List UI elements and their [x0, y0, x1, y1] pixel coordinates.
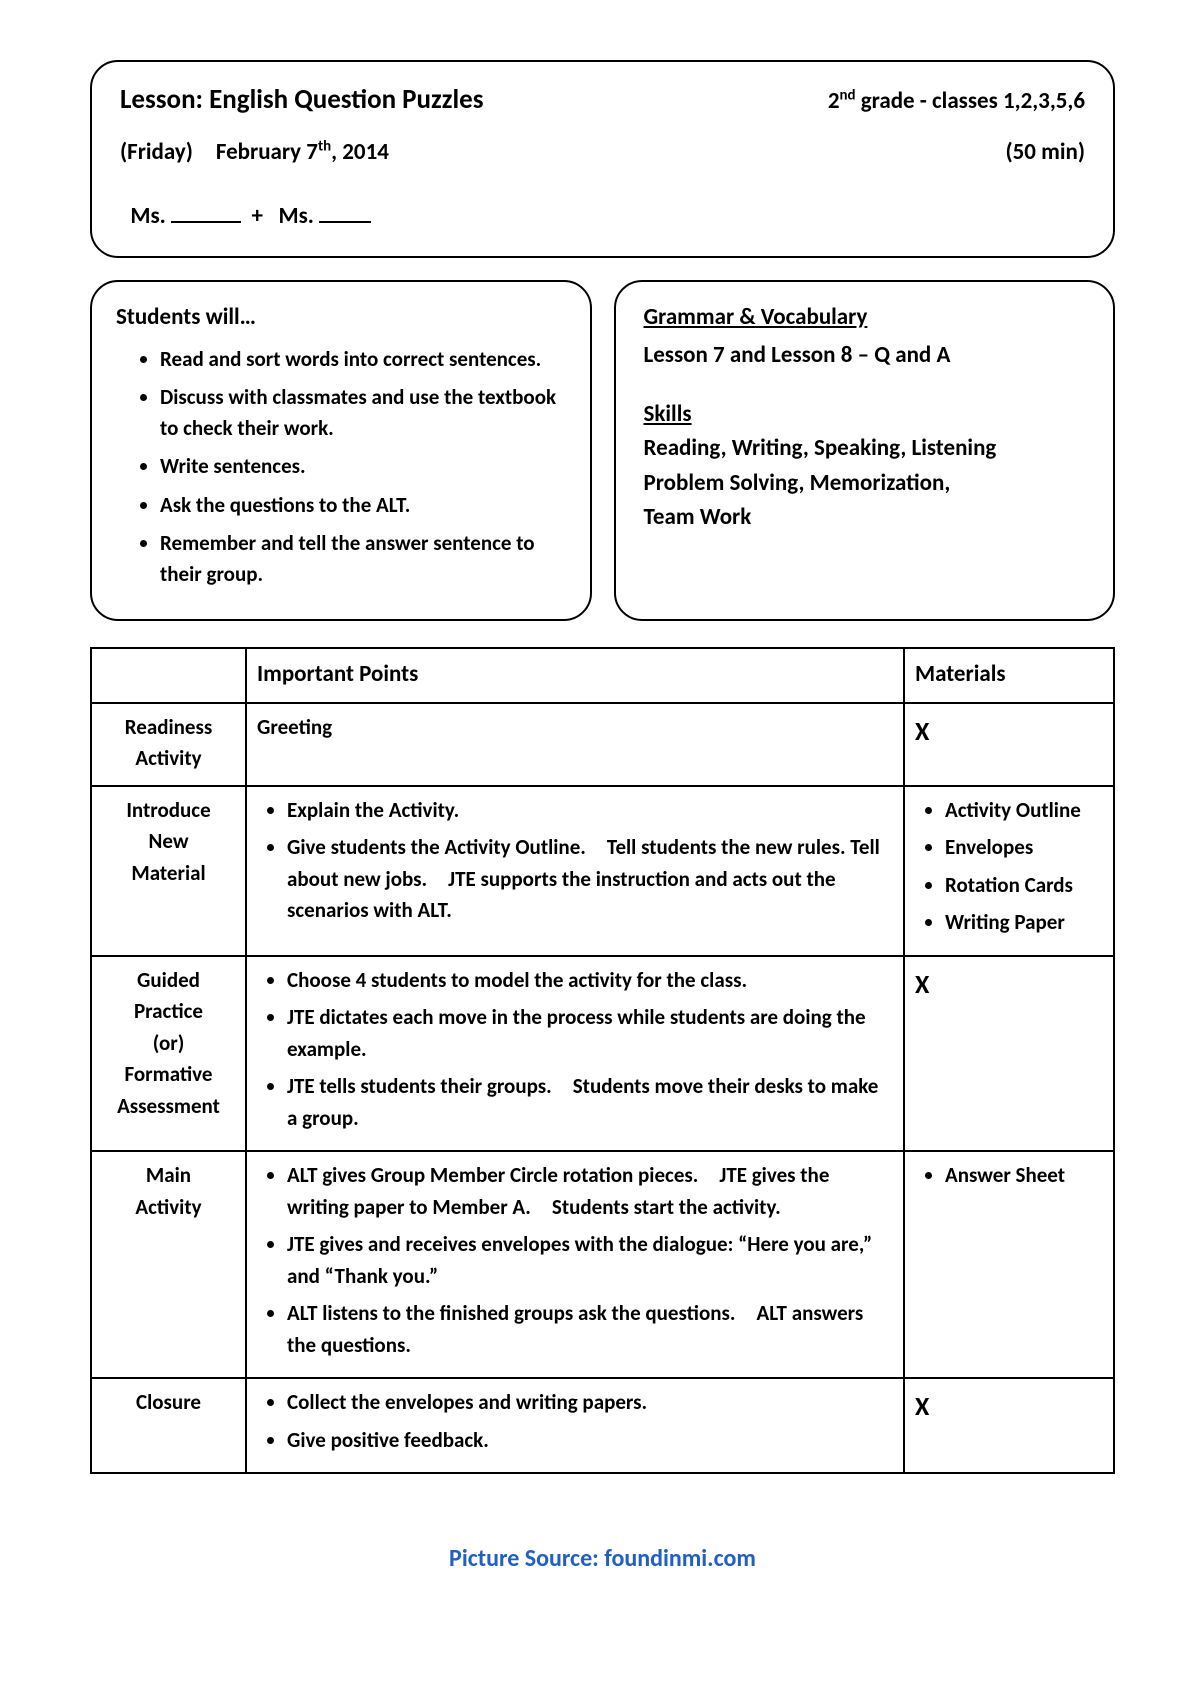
table-row: ReadinessActivityGreetingX [91, 703, 1114, 786]
list-item: Ask the questions to the ALT. [160, 490, 562, 520]
row-materials: Activity Outline Envelopes Rotation Cards W… [904, 786, 1114, 956]
list-item: Remember and tell the answer sentence to… [160, 528, 562, 589]
lesson-plan-table: Important Points Materials ReadinessActi… [90, 647, 1115, 1474]
list-item: ALT gives Group Member Circle rotation p… [287, 1160, 893, 1223]
list-item: Give positive feedback. [287, 1425, 893, 1457]
row-points: Choose 4 students to model the activity … [246, 956, 904, 1152]
grammar-heading: Grammar & Vocabulary [644, 300, 1086, 335]
lesson-date: (Friday) February 7th, 2014 [120, 135, 389, 170]
header-box: Lesson: English Question Puzzles 2nd gra… [90, 60, 1115, 258]
row-points: ALT gives Group Member Circle rotation p… [246, 1151, 904, 1378]
list-item: Read and sort words into correct sentenc… [160, 344, 562, 374]
text-line: Team Work [644, 500, 1086, 535]
teacher-plus: + [251, 202, 262, 230]
table-header-materials: Materials [904, 648, 1114, 703]
list-item: Rotation Cards [945, 870, 1103, 902]
table-body: ReadinessActivityGreetingXIntroduceNewMa… [91, 703, 1114, 1474]
table-header-points: Important Points [246, 648, 904, 703]
objectives-row: Students will… Read and sort words into … [90, 280, 1115, 622]
list-item: Envelopes [945, 832, 1103, 864]
row-materials: X [904, 703, 1114, 786]
list-item: JTE gives and receives envelopes with th… [287, 1229, 893, 1292]
grammar-line: Lesson 7 and Lesson 8 – Q and A [644, 338, 1086, 373]
skills-lines: Reading, Writing, Speaking, ListeningPro… [644, 431, 1086, 535]
table-row: Closure Collect the envelopes and writing… [91, 1378, 1114, 1473]
row-label: GuidedPractice(or)FormativeAssessment [91, 956, 246, 1152]
row-points: Greeting [246, 703, 904, 786]
list-item: JTE tells students their groups. Student… [287, 1071, 893, 1134]
list-item: JTE dictates each move in the process wh… [287, 1002, 893, 1065]
text-line: Reading, Writing, Speaking, Listening [644, 431, 1086, 466]
row-points: Explain the Activity. Give students the A… [246, 786, 904, 956]
lesson-plan-page: Lesson: English Question Puzzles 2nd gra… [90, 60, 1115, 1573]
row-materials: X [904, 956, 1114, 1152]
students-will-list: Read and sort words into correct sentenc… [120, 344, 562, 589]
teacher-label-1: Ms. [130, 202, 165, 230]
row-materials: Answer Sheet [904, 1151, 1114, 1378]
list-item: Write sentences. [160, 451, 562, 481]
list-item: Activity Outline [945, 795, 1103, 827]
table-row: GuidedPractice(or)FormativeAssessment Cho… [91, 956, 1114, 1152]
row-points: Collect the envelopes and writing papers… [246, 1378, 904, 1473]
grade-classes: 2nd grade - classes 1,2,3,5,6 [828, 84, 1085, 119]
text-line: Problem Solving, Memorization, [644, 466, 1086, 501]
teacher-blank-2 [319, 200, 371, 223]
list-item: Collect the envelopes and writing papers… [287, 1387, 893, 1419]
row-label: ReadinessActivity [91, 703, 246, 786]
teacher-blank-1 [171, 200, 241, 223]
lesson-title: Lesson: English Question Puzzles [120, 80, 484, 121]
list-item: Choose 4 students to model the activity … [287, 965, 893, 997]
row-materials: X [904, 1378, 1114, 1473]
list-item: ALT listens to the finished groups ask t… [287, 1298, 893, 1361]
table-header-blank [91, 648, 246, 703]
students-will-box: Students will… Read and sort words into … [90, 280, 592, 622]
list-item: Explain the Activity. [287, 795, 893, 827]
skills-heading: Skills [644, 397, 1086, 432]
row-label: Closure [91, 1378, 246, 1473]
list-item: Writing Paper [945, 907, 1103, 939]
row-label: MainActivity [91, 1151, 246, 1378]
teachers-line: Ms. + Ms. [120, 199, 1085, 234]
list-item: Answer Sheet [945, 1160, 1103, 1192]
row-label: IntroduceNewMaterial [91, 786, 246, 956]
table-row: MainActivity ALT gives Group Member Circl… [91, 1151, 1114, 1378]
teacher-label-2: Ms. [279, 202, 314, 230]
grammar-skills-box: Grammar & Vocabulary Lesson 7 and Lesson… [614, 280, 1116, 622]
picture-source-credit: Picture Source: foundinmi.com [90, 1544, 1115, 1573]
lesson-duration: (50 min) [1005, 135, 1085, 170]
list-item: Discuss with classmates and use the text… [160, 382, 562, 443]
list-item: Give students the Activity Outline. Tell… [287, 832, 893, 927]
table-row: IntroduceNewMaterialExplain the Activity… [91, 786, 1114, 956]
students-will-title: Students will… [116, 300, 562, 335]
